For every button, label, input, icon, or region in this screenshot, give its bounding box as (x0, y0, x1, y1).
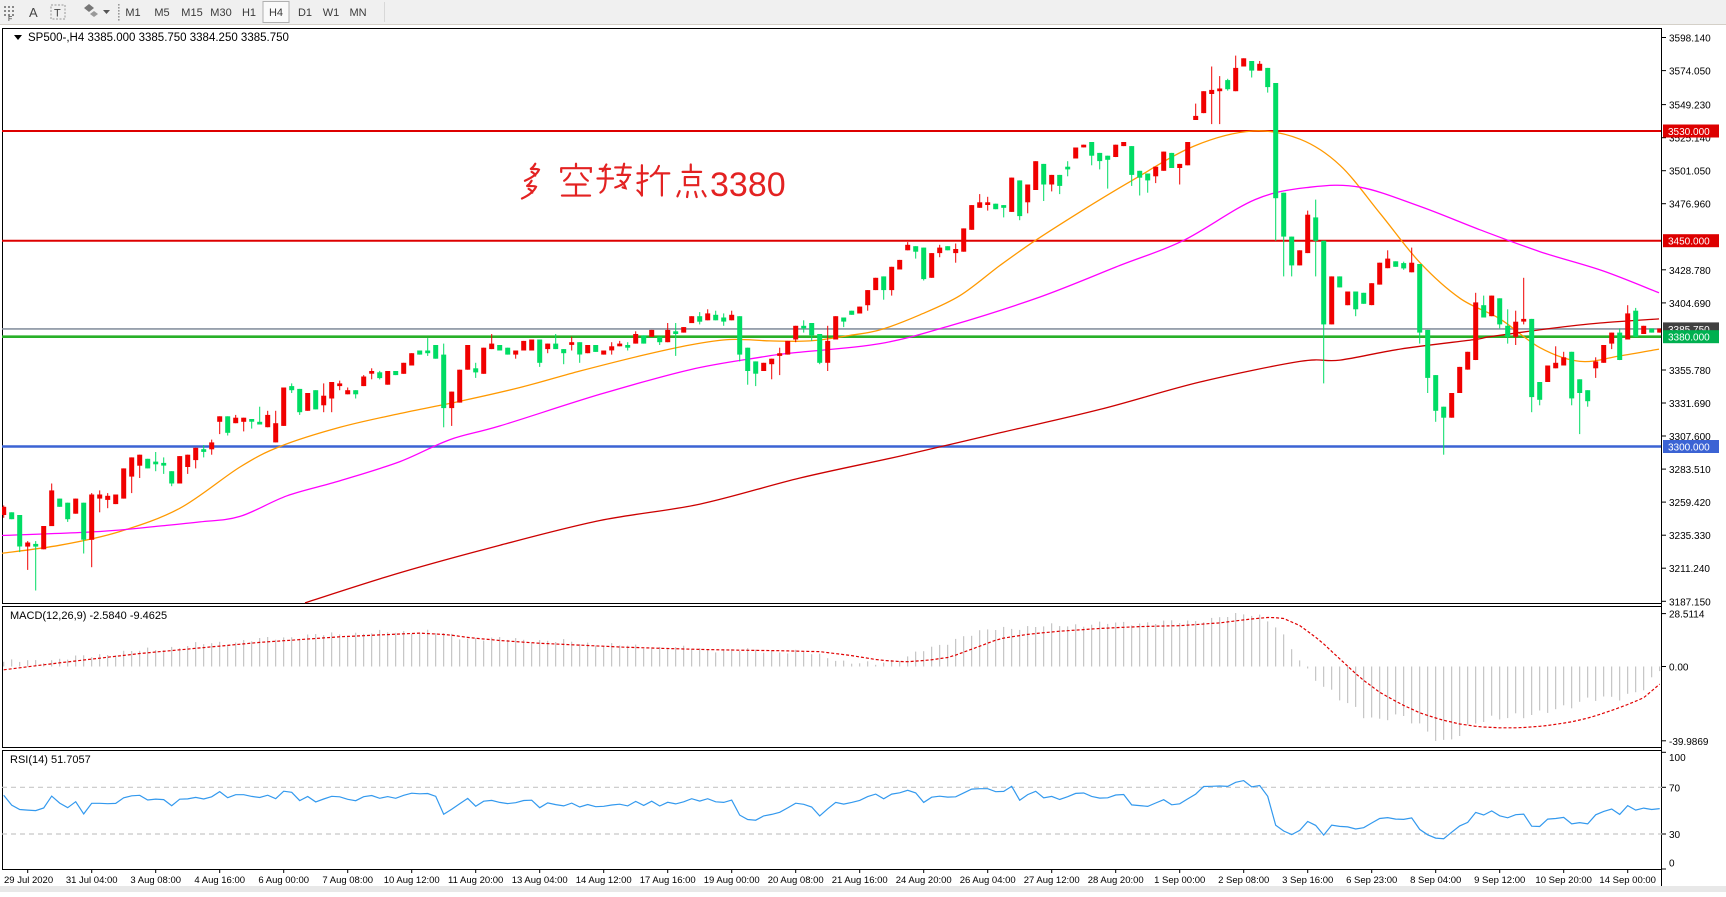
svg-text:70: 70 (1669, 783, 1681, 794)
svg-text:3 Sep 16:00: 3 Sep 16:00 (1282, 875, 1333, 886)
svg-text:30: 30 (1669, 830, 1681, 841)
svg-text:F: F (8, 16, 12, 23)
svg-text:A: A (29, 5, 38, 20)
svg-text:T: T (54, 8, 61, 20)
svg-text:17 Aug 16:00: 17 Aug 16:00 (640, 875, 696, 886)
svg-text:3 Aug 08:00: 3 Aug 08:00 (130, 875, 181, 886)
svg-text:W1: W1 (323, 7, 340, 19)
svg-text:M30: M30 (210, 7, 231, 19)
svg-text:31 Jul 04:00: 31 Jul 04:00 (66, 875, 118, 886)
svg-text:3300.000: 3300.000 (1668, 443, 1710, 454)
svg-text:M5: M5 (154, 7, 169, 19)
svg-text:27 Aug 12:00: 27 Aug 12:00 (1024, 875, 1080, 886)
svg-text:8 Sep 04:00: 8 Sep 04:00 (1410, 875, 1461, 886)
svg-text:3450.000: 3450.000 (1668, 237, 1710, 248)
svg-text:D1: D1 (298, 7, 312, 19)
svg-text:H4: H4 (269, 7, 283, 19)
svg-text:100: 100 (1669, 753, 1686, 764)
svg-text:-39.9869: -39.9869 (1669, 737, 1709, 748)
svg-text:6 Sep 23:00: 6 Sep 23:00 (1346, 875, 1397, 886)
svg-text:29 Jul 2020: 29 Jul 2020 (4, 875, 53, 886)
svg-text:0: 0 (1669, 858, 1675, 869)
svg-text:14 Aug 12:00: 14 Aug 12:00 (576, 875, 632, 886)
svg-text:3380: 3380 (710, 166, 786, 204)
svg-text:1 Sep 00:00: 1 Sep 00:00 (1154, 875, 1205, 886)
svg-text:10 Sep 20:00: 10 Sep 20:00 (1535, 875, 1592, 886)
svg-text:3355.780: 3355.780 (1669, 366, 1711, 377)
svg-text:9 Sep 12:00: 9 Sep 12:00 (1474, 875, 1525, 886)
svg-text:26 Aug 04:00: 26 Aug 04:00 (960, 875, 1016, 886)
svg-text:3574.050: 3574.050 (1669, 67, 1711, 78)
svg-text:MACD(12,26,9) -2.5840 -9.4625: MACD(12,26,9) -2.5840 -9.4625 (10, 610, 167, 622)
svg-text:14 Sep 00:00: 14 Sep 00:00 (1599, 875, 1656, 886)
svg-text:3476.960: 3476.960 (1669, 200, 1711, 211)
svg-text:M1: M1 (125, 7, 140, 19)
svg-text:3331.690: 3331.690 (1669, 399, 1711, 410)
svg-text:3501.050: 3501.050 (1669, 167, 1711, 178)
svg-text:3404.690: 3404.690 (1669, 299, 1711, 310)
svg-text:19 Aug 00:00: 19 Aug 00:00 (704, 875, 760, 886)
svg-text:3598.140: 3598.140 (1669, 34, 1711, 45)
svg-text:3549.230: 3549.230 (1669, 101, 1711, 112)
svg-text:M15: M15 (181, 7, 202, 19)
svg-text:4 Aug 16:00: 4 Aug 16:00 (194, 875, 245, 886)
svg-text:10 Aug 12:00: 10 Aug 12:00 (384, 875, 440, 886)
svg-text:24 Aug 20:00: 24 Aug 20:00 (896, 875, 952, 886)
svg-text:3211.240: 3211.240 (1669, 564, 1710, 575)
svg-text:3187.150: 3187.150 (1669, 597, 1711, 608)
svg-text:11 Aug 20:00: 11 Aug 20:00 (448, 875, 503, 886)
svg-text:3283.510: 3283.510 (1669, 465, 1711, 476)
svg-text:MN: MN (349, 7, 366, 19)
svg-text:2 Sep 08:00: 2 Sep 08:00 (1218, 875, 1269, 886)
svg-text:RSI(14) 51.7057: RSI(14) 51.7057 (10, 754, 91, 766)
svg-text:20 Aug 08:00: 20 Aug 08:00 (768, 875, 824, 886)
svg-text:28.5114: 28.5114 (1669, 610, 1705, 621)
svg-text:7 Aug 08:00: 7 Aug 08:00 (322, 875, 373, 886)
svg-text:SP500-,H4 3385.000 3385.750 3: SP500-,H4 3385.000 3385.750 3384.250 338… (28, 32, 289, 44)
svg-text:3380.000: 3380.000 (1668, 333, 1710, 344)
svg-text:6 Aug 00:00: 6 Aug 00:00 (258, 875, 309, 886)
svg-text:28 Aug 20:00: 28 Aug 20:00 (1088, 875, 1144, 886)
svg-text:3307.600: 3307.600 (1669, 432, 1711, 443)
svg-text:3259.420: 3259.420 (1669, 498, 1711, 509)
svg-text:3235.330: 3235.330 (1669, 531, 1711, 542)
svg-text:21 Aug 16:00: 21 Aug 16:00 (832, 875, 888, 886)
svg-text:3525.140: 3525.140 (1669, 134, 1711, 145)
svg-text:3428.780: 3428.780 (1669, 266, 1711, 277)
svg-text:0.00: 0.00 (1669, 663, 1689, 674)
svg-text:13 Aug 04:00: 13 Aug 04:00 (512, 875, 568, 886)
svg-text:3530.000: 3530.000 (1668, 127, 1710, 138)
svg-text:H1: H1 (242, 7, 256, 19)
